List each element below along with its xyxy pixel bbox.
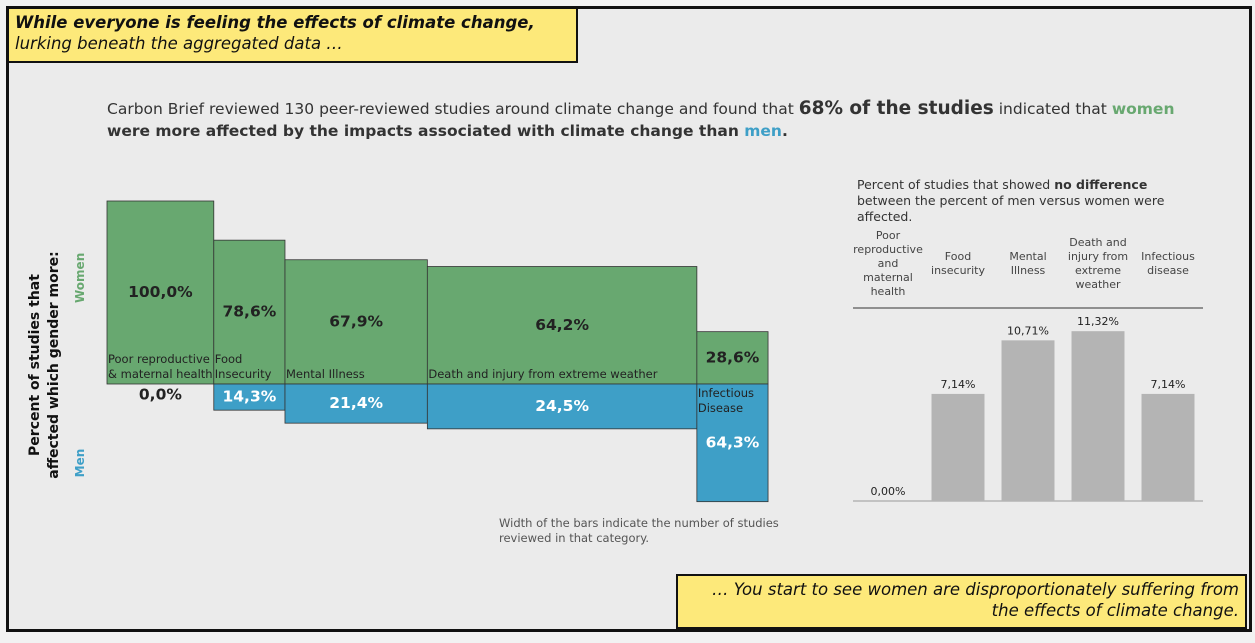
category-label-line: Poor [876, 229, 901, 242]
value-label: 64,3% [706, 433, 760, 451]
value-label: 0,0% [139, 386, 182, 404]
bar-women [426, 266, 698, 385]
category-label: Death and injury from extreme weather [1068, 236, 1128, 291]
category-label: Infectious disease [1141, 250, 1195, 277]
category-label-line: Infectious [698, 386, 754, 400]
category-label-line: Poor reproductive [108, 352, 210, 366]
category-label-line: health [871, 285, 906, 298]
intro-text: . [781, 122, 788, 140]
value-label: 21,4% [329, 394, 383, 412]
bar-men [426, 383, 698, 430]
category-label: Infectious Disease [698, 386, 754, 415]
category-label-line: Food [215, 352, 243, 366]
intro-women: women [1111, 100, 1175, 118]
category-label-line: maternal [863, 271, 913, 284]
intro-highlight: 68% of the studies [798, 98, 994, 119]
header-box: While everyone is feeling the effects of… [7, 7, 578, 63]
category-label: Food insecurity [931, 250, 985, 277]
category-label-line: Death and injury from extreme weather [428, 367, 657, 381]
category-label-line: and [878, 257, 899, 270]
value-label: 100,0% [128, 283, 193, 301]
category-label-line: & maternal health [108, 367, 213, 381]
title-bold: no difference [1054, 177, 1148, 192]
category-label-line: Illness [1011, 264, 1046, 277]
value-label: 7,14% [1151, 378, 1186, 391]
category-label-line: extreme [1075, 264, 1121, 277]
category-label-line: Disease [698, 401, 743, 415]
intro-men: men [744, 122, 782, 140]
intro-text: were more affected by the impacts associ… [107, 122, 745, 140]
footer-text: … You start to see women are disproporti… [712, 580, 1239, 620]
bar [1141, 393, 1195, 501]
category-label-line: Food [945, 250, 971, 263]
category-label-line: injury from [1068, 250, 1128, 263]
value-label: 24,5% [535, 397, 589, 415]
bar [1001, 340, 1055, 501]
chart-title: Percent of studies that showed no differ… [857, 177, 1197, 225]
bar-women [284, 259, 428, 385]
category-label: Poor reproductive and maternal health [853, 229, 923, 298]
category-label-line: disease [1147, 264, 1189, 277]
value-label: 0,00% [871, 485, 906, 498]
value-label: 11,32% [1077, 315, 1119, 328]
header-bold: While everyone is feeling the effects of… [15, 13, 535, 32]
category-label: Mental Illness [1009, 250, 1046, 277]
category-label-line: Mental Illness [286, 367, 365, 381]
category-label: Death and injury from extreme weather [428, 367, 657, 381]
title-text: between the percent of men versus women … [857, 193, 1165, 224]
category-label: Mental Illness [286, 367, 365, 381]
header-text: lurking beneath the aggregated data … [15, 34, 343, 53]
value-label: 64,2% [535, 316, 589, 334]
bar [1071, 331, 1125, 501]
category-label-line: insecurity [931, 264, 985, 277]
category-label-line: weather [1075, 278, 1121, 291]
title-text: Percent of studies that showed [857, 177, 1055, 192]
intro-text: Carbon Brief reviewed 130 peer-reviewed … [107, 100, 799, 118]
intro-text: indicated that [993, 100, 1112, 118]
bar-women [106, 200, 215, 385]
category-label: Food Insecurity [215, 352, 272, 381]
category-label-line: Insecurity [215, 367, 272, 381]
value-label: 28,6% [706, 348, 760, 366]
category-label-line: Death and [1069, 236, 1126, 249]
category-label-line: reproductive [853, 243, 923, 256]
footer-box: … You start to see women are disproporti… [676, 574, 1247, 629]
chart-note: Width of the bars indicate the number of… [499, 516, 779, 545]
value-label: 14,3% [222, 388, 276, 406]
bar-women [213, 239, 286, 385]
value-label: 67,9% [329, 312, 383, 330]
bar-women [696, 331, 769, 385]
category-label: Poor reproductive & maternal health [108, 352, 213, 381]
intro: Carbon Brief reviewed 130 peer-reviewed … [107, 98, 1202, 142]
bar-men [696, 383, 769, 503]
bar [931, 393, 985, 501]
category-label-line: Mental [1009, 250, 1046, 263]
value-label: 10,71% [1007, 324, 1049, 337]
value-label: 7,14% [941, 378, 976, 391]
value-label: 78,6% [222, 303, 276, 321]
category-label-line: Infectious [1141, 250, 1195, 263]
